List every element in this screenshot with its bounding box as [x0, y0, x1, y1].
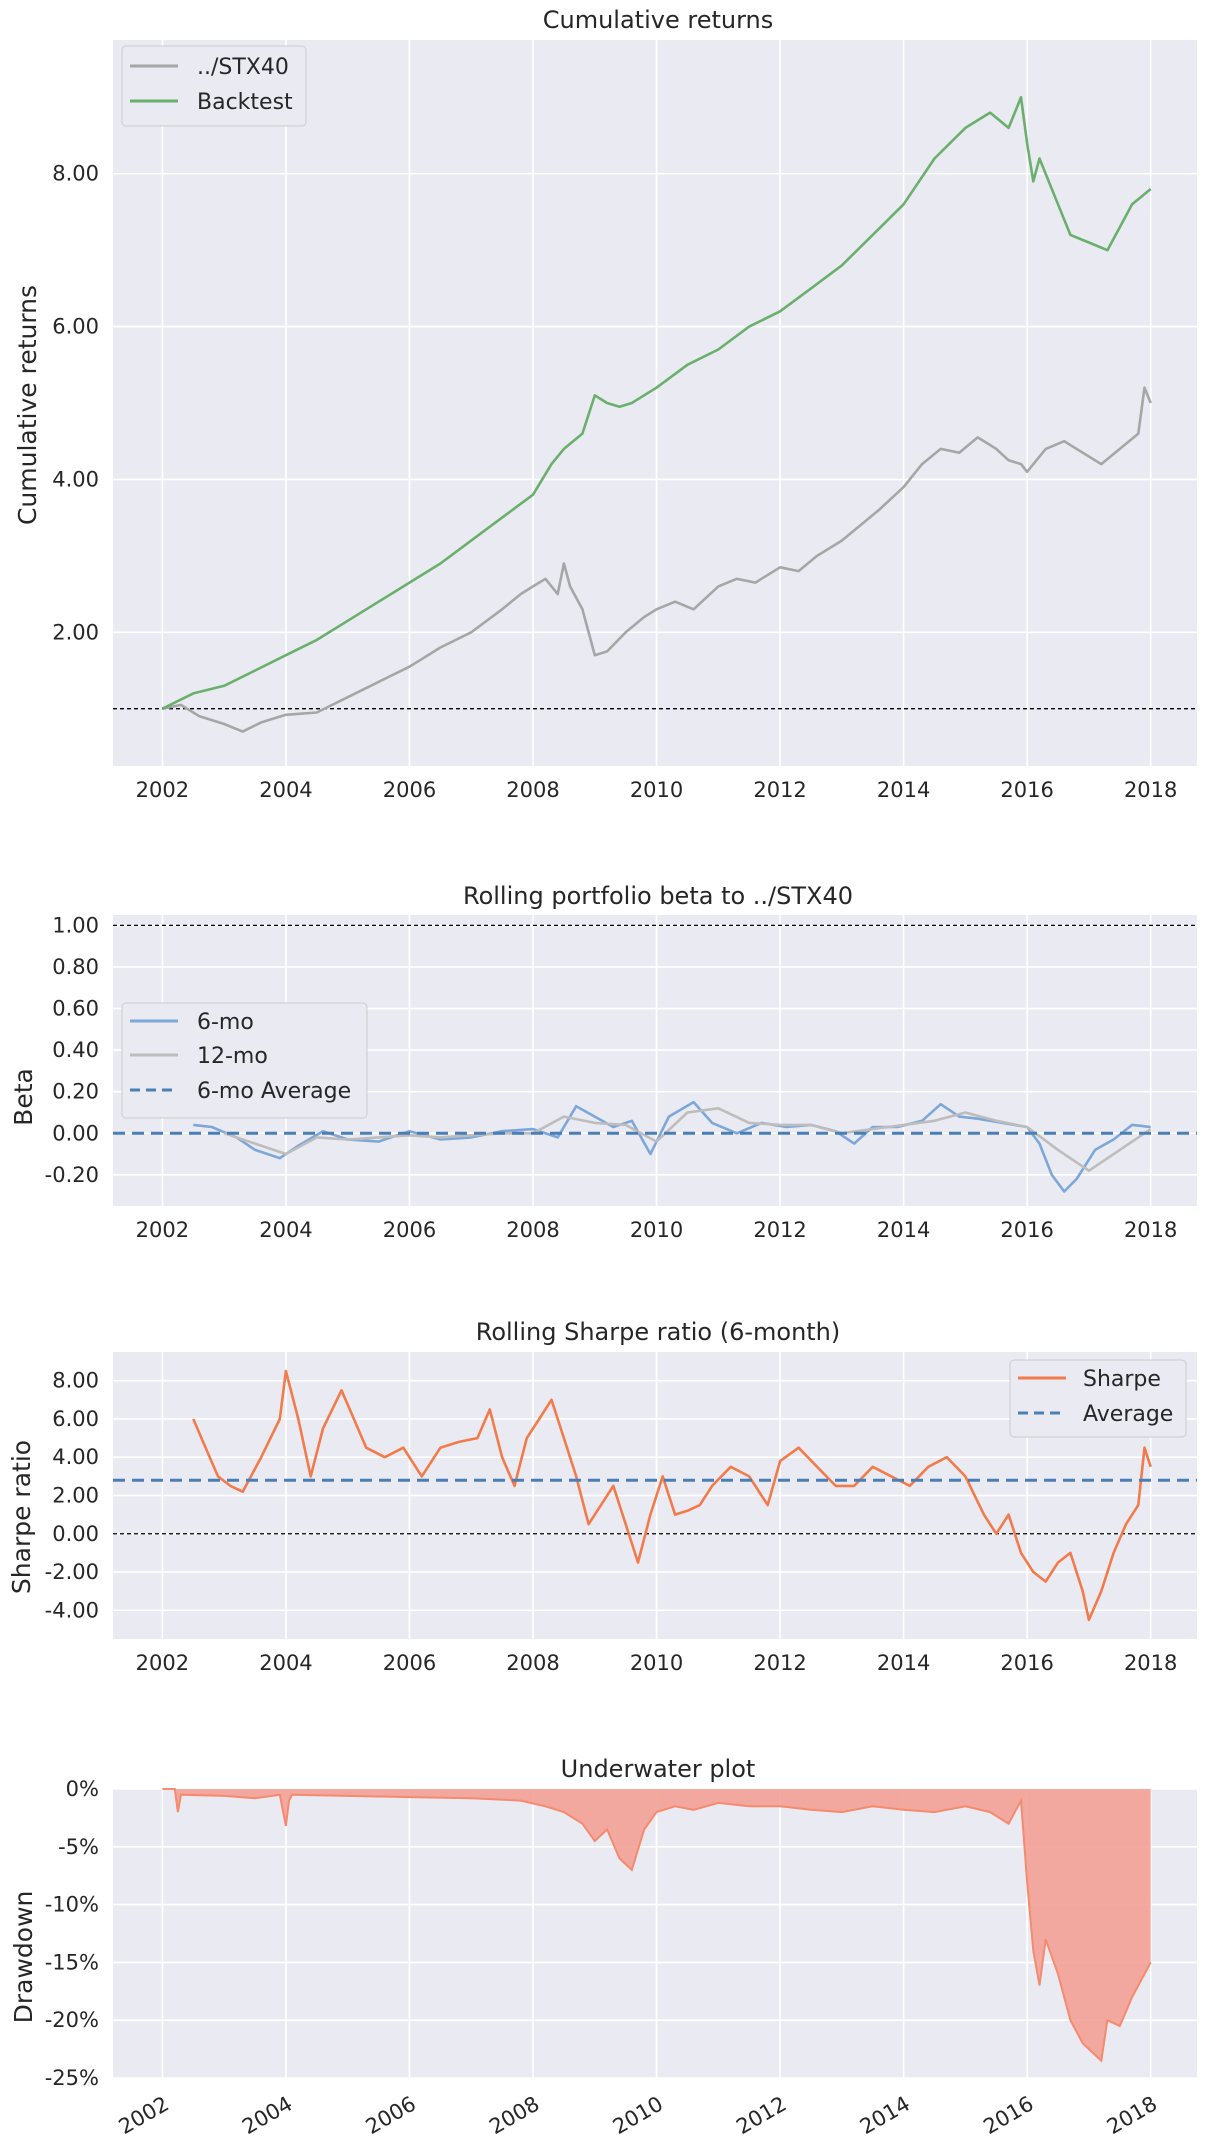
- beta-xtick-label: 2012: [753, 1218, 806, 1242]
- beta-xtick-label: 2008: [506, 1218, 559, 1242]
- underwater-ytick-label: -10%: [45, 1893, 99, 1917]
- beta-xtick-label: 2018: [1124, 1218, 1177, 1242]
- legend-label-12mo: 12-mo: [197, 1044, 268, 1069]
- sharpe-xtick-label: 2006: [383, 1651, 436, 1675]
- beta-ytick-label: 0.80: [52, 955, 99, 979]
- beta-xtick-label: 2006: [383, 1218, 436, 1242]
- rolling-beta-legend: 6-mo 12-mo 6-mo Average: [121, 1002, 368, 1119]
- cumret-xtick-label: 2002: [136, 778, 189, 802]
- cumulative-returns-panel: 2.00 4.00 6.00 8.00 2002 2004 2006 2008 2010 2012…: [13, 6, 1197, 802]
- cumret-xtick-label: 2006: [383, 778, 436, 802]
- beta-ytick-label: 0.20: [52, 1080, 99, 1104]
- sharpe-ytick-label: 0.00: [52, 1522, 99, 1546]
- sharpe-ytick-label: 2.00: [52, 1484, 99, 1508]
- cumulative-returns-title: Cumulative returns: [543, 6, 774, 34]
- cumret-ytick-label: 8.00: [52, 162, 99, 186]
- cumret-xtick-label: 2016: [1000, 778, 1053, 802]
- beta-series-12-mo: [223, 1107, 1152, 1172]
- sharpe-ytick-label: 4.00: [52, 1445, 99, 1469]
- legend-label-average: Average: [1083, 1402, 1173, 1427]
- cumret-ytick-label: 6.00: [52, 315, 99, 339]
- beta-ytick-label: 0.00: [52, 1121, 99, 1145]
- beta-xtick-label: 2016: [1000, 1218, 1053, 1242]
- rolling-beta-title: Rolling portfolio beta to ../STX40: [463, 882, 853, 910]
- sharpe-xtick-label: 2018: [1124, 1651, 1177, 1675]
- sharpe-ytick-label: -4.00: [45, 1598, 99, 1622]
- sharpe-xtick-label: 2016: [1000, 1651, 1053, 1675]
- beta-ytick-label: 1.00: [52, 913, 99, 937]
- sharpe-xtick-label: 2014: [877, 1651, 930, 1675]
- cumret-series-backtest: [161, 96, 1152, 710]
- legend-label-sharpe: Sharpe: [1083, 1367, 1161, 1392]
- beta-xtick-label: 2002: [136, 1218, 189, 1242]
- sharpe-ytick-label: 6.00: [52, 1407, 99, 1431]
- beta-ytick-label: 0.40: [52, 1038, 99, 1062]
- rolling-sharpe-title: Rolling Sharpe ratio (6-month): [476, 1318, 841, 1346]
- beta-ytick-label: -0.20: [45, 1163, 99, 1187]
- cumret-xtick-label: 2018: [1124, 778, 1177, 802]
- legend-label-backtest: Backtest: [197, 90, 293, 115]
- rolling-sharpe-legend: Sharpe Average: [1009, 1359, 1187, 1438]
- beta-xtick-label: 2010: [630, 1218, 683, 1242]
- sharpe-ytick-label: -2.00: [45, 1560, 99, 1584]
- beta-xtick-label: 2014: [877, 1218, 930, 1242]
- legend-box: [121, 1002, 368, 1119]
- cumret-ytick-label: 4.00: [52, 467, 99, 491]
- legend-label-6mo: 6-mo: [197, 1010, 254, 1035]
- beta-ytick-label: 0.60: [52, 997, 99, 1021]
- underwater-series-drawdown-line: [162, 1788, 1152, 2063]
- underwater-ytick-label: -5%: [58, 1835, 99, 1859]
- sharpe-series-sharpe: [192, 1369, 1152, 1622]
- cumret-series-stx40: [162, 386, 1152, 733]
- sharpe-xtick-label: 2008: [506, 1651, 559, 1675]
- sharpe-plot: -4.00 -2.00 0.00 2.00 4.00 6.00 8.00 2002 2004 20…: [45, 1352, 1197, 1675]
- cumret-xtick-label: 2010: [630, 778, 683, 802]
- cumret-xtick-label: 2008: [506, 778, 559, 802]
- sharpe-xtick-label: 2012: [753, 1651, 806, 1675]
- underwater-plot: -25%-20%-15%-10%-5%0%2002 2004 2006 2008 201…: [45, 1777, 1197, 2139]
- legend-label-stx40: ../STX40: [197, 55, 289, 80]
- underwater-ylabel: Drawdown: [9, 1891, 38, 2024]
- rolling-beta-ylabel: Beta: [9, 1068, 38, 1126]
- cumulative-returns-legend: ../STX40 Backtest: [121, 45, 307, 127]
- rolling-sharpe-ylabel: Sharpe ratio: [7, 1440, 36, 1594]
- underwater-ytick-label: 0%: [66, 1777, 99, 1801]
- underwater-ytick-label: -15%: [45, 1950, 99, 1974]
- cumret-plot: 2.00 4.00 6.00 8.00 2002 2004 2006 2008 2010 2012…: [52, 40, 1197, 802]
- sharpe-xtick-label: 2004: [259, 1651, 312, 1675]
- sharpe-ytick-label: 8.00: [52, 1369, 99, 1393]
- rolling-sharpe-panel: -4.00 -2.00 0.00 2.00 4.00 6.00 8.00 2002 2004 20…: [7, 1318, 1197, 1675]
- underwater-ytick-label: -20%: [45, 2008, 99, 2032]
- underwater-title: Underwater plot: [561, 1755, 756, 1783]
- underwater-panel: -25%-20%-15%-10%-5%0%2002 2004 2006 2008 201…: [9, 1755, 1197, 2139]
- legend-label-6mo-average: 6-mo Average: [197, 1079, 351, 1104]
- sharpe-xtick-label: 2002: [136, 1651, 189, 1675]
- beta-xtick-label: 2004: [259, 1218, 312, 1242]
- cumret-plot-area: [113, 40, 1197, 766]
- cumret-ytick-label: 2.00: [52, 620, 99, 644]
- sharpe-xtick-label: 2010: [630, 1651, 683, 1675]
- beta-series-6-mo: [193, 1100, 1151, 1193]
- rolling-beta-panel: -0.20 0.00 0.20 0.40 0.60 0.80 1.00 2002 2004 200…: [9, 882, 1197, 1242]
- cumulative-returns-ylabel: Cumulative returns: [13, 285, 42, 525]
- underwater-series-drawdown-area: [162, 1789, 1151, 2061]
- cumret-xtick-label: 2004: [259, 778, 312, 802]
- underwater-plot-area: [113, 1789, 1197, 2078]
- cumret-xtick-label: 2014: [877, 778, 930, 802]
- underwater-ytick-label: -25%: [45, 2066, 99, 2090]
- cumret-xtick-label: 2012: [753, 778, 806, 802]
